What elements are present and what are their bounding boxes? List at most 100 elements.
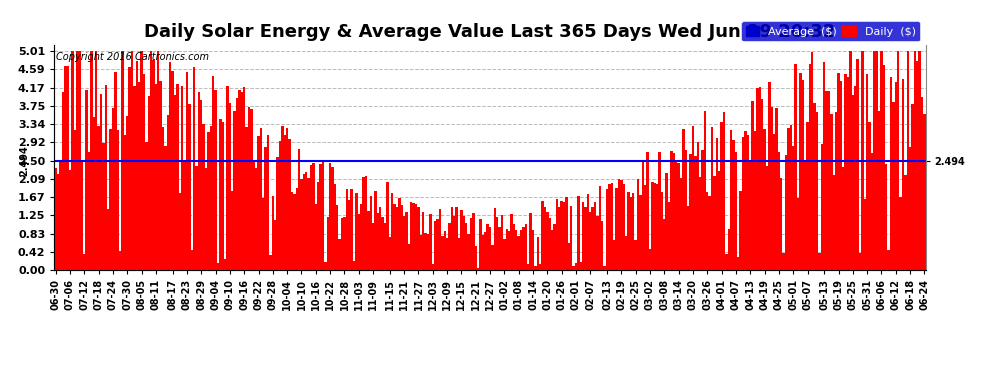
Bar [916,62,919,270]
Bar [871,153,873,270]
Bar [460,210,462,270]
Bar [312,164,315,270]
Bar [780,178,782,270]
Bar [584,207,587,270]
Bar [54,168,56,270]
Bar [364,177,367,270]
Bar [591,207,594,270]
Bar [677,163,680,270]
Bar [646,153,648,270]
Bar [506,229,508,270]
Bar [56,174,59,270]
Bar [861,51,863,270]
Bar [809,64,811,270]
Bar [880,51,883,270]
Bar [804,160,806,270]
Bar [697,142,699,270]
Bar [190,251,193,270]
Bar [851,95,854,270]
Bar [577,196,579,270]
Bar [746,135,749,270]
Bar [171,71,174,270]
Bar [608,184,611,270]
Bar [322,162,324,270]
Bar [300,179,303,270]
Bar [174,95,176,270]
Bar [227,86,229,270]
Bar [628,192,630,270]
Bar [558,207,560,270]
Bar [107,209,109,270]
Bar [548,218,550,270]
Bar [792,146,794,270]
Bar [450,207,453,270]
Bar [457,238,460,270]
Bar [372,223,374,270]
Bar [756,88,758,270]
Bar [271,196,274,270]
Bar [154,84,157,270]
Bar [78,51,81,270]
Bar [405,212,408,270]
Bar [572,266,575,270]
Bar [640,195,642,270]
Bar [217,263,219,270]
Bar [785,155,787,270]
Bar [166,116,169,270]
Bar [291,192,293,270]
Bar [498,227,501,270]
Bar [873,51,875,270]
Bar [283,135,286,270]
Bar [415,204,417,270]
Bar [899,197,902,270]
Bar [410,201,413,270]
Bar [83,254,85,270]
Bar [694,156,697,270]
Bar [95,51,97,270]
Bar [336,205,339,270]
Bar [305,172,308,270]
Bar [119,252,122,270]
Bar [902,79,904,270]
Bar [644,184,646,270]
Bar [262,198,264,270]
Bar [320,164,322,270]
Bar [589,212,591,270]
Bar [427,234,430,270]
Bar [909,147,912,270]
Bar [267,135,269,270]
Bar [391,193,393,270]
Text: C: C [44,160,45,161]
Bar [716,138,718,270]
Bar [854,86,856,270]
Bar [742,137,744,270]
Bar [357,214,360,270]
Bar [687,206,689,270]
Bar [169,62,171,270]
Bar [453,216,455,270]
Title: Daily Solar Energy & Average Value Last 365 Days Wed Jun 29 20:32: Daily Solar Energy & Average Value Last … [145,22,836,40]
Bar [532,231,535,270]
Bar [587,194,589,270]
Bar [229,104,231,270]
Bar [398,198,401,270]
Bar [637,179,640,270]
Bar [501,214,503,270]
Bar [553,224,555,270]
Bar [653,183,656,270]
Bar [765,166,768,270]
Bar [790,125,792,270]
Bar [193,66,195,270]
Bar [195,166,198,270]
Bar [68,170,71,270]
Bar [205,168,207,270]
Bar [250,109,252,270]
Bar [924,114,926,270]
Bar [384,223,386,270]
Bar [484,232,486,270]
Bar [85,90,88,270]
Bar [437,219,439,270]
Bar [141,51,143,270]
Bar [914,51,916,270]
Bar [761,99,763,270]
